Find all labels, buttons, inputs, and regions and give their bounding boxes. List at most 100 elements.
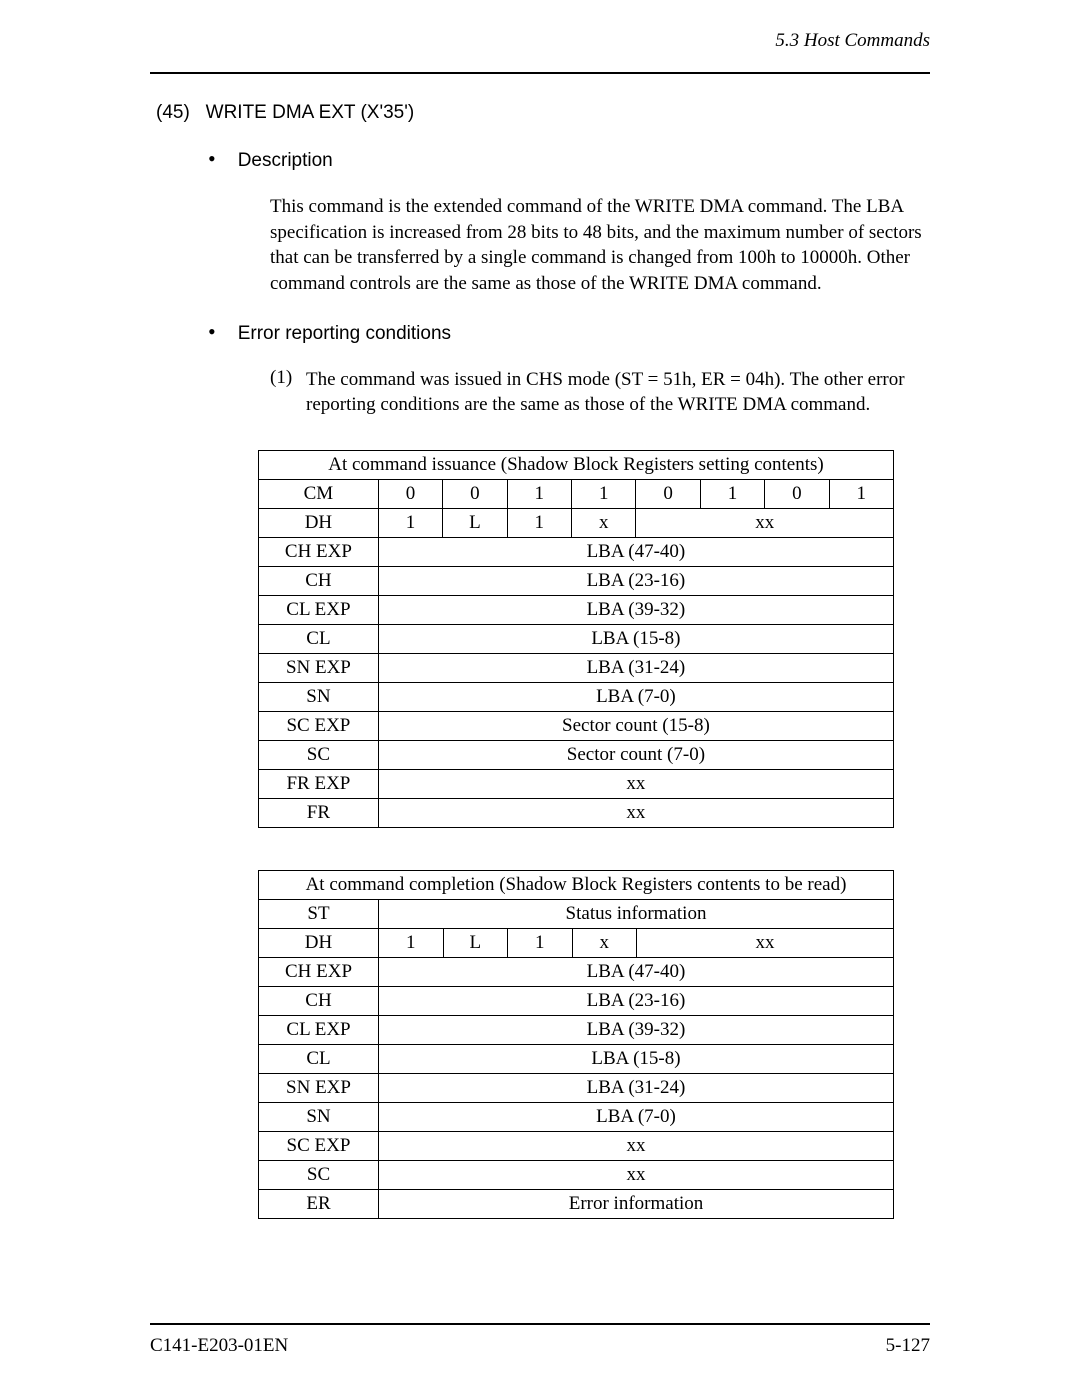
- reg-span: Sector count (7-0): [378, 740, 893, 769]
- reg-bit: 1: [572, 479, 636, 508]
- reg-span: Status information: [379, 899, 894, 928]
- footer-doc-id: C141-E203-01EN: [150, 1335, 288, 1357]
- reg-span: LBA (39-32): [379, 1015, 894, 1044]
- reg-span: LBA (23-16): [378, 566, 893, 595]
- table-row: ERError information: [259, 1189, 894, 1218]
- error-item-number: (1): [270, 367, 306, 418]
- reg-span: LBA (15-8): [378, 624, 893, 653]
- reg-label: SC EXP: [259, 711, 379, 740]
- reg-bit: 0: [378, 479, 442, 508]
- reg-bit: 1: [378, 508, 442, 537]
- reg-label: CL EXP: [259, 1015, 379, 1044]
- table-row: SC EXPSector count (15-8): [259, 711, 894, 740]
- header-section-ref: 5.3 Host Commands: [150, 30, 930, 52]
- reg-bit-span: xx: [637, 928, 894, 957]
- reg-span: LBA (23-16): [379, 986, 894, 1015]
- reg-label: SN: [259, 1102, 379, 1131]
- table-row: SNLBA (7-0): [259, 1102, 894, 1131]
- reg-bit: 1: [508, 928, 573, 957]
- reg-span: Error information: [379, 1189, 894, 1218]
- reg-span: LBA (7-0): [378, 682, 893, 711]
- error-bullet-row: • Error reporting conditions: [208, 321, 930, 345]
- table-row: CL EXPLBA (39-32): [259, 595, 894, 624]
- reg-span: LBA (31-24): [378, 653, 893, 682]
- reg-span: LBA (31-24): [379, 1073, 894, 1102]
- table-row: SCSector count (7-0): [259, 740, 894, 769]
- reg-label: SN EXP: [259, 1073, 379, 1102]
- reg-label: FR: [259, 798, 379, 827]
- reg-label: CH: [259, 566, 379, 595]
- table-caption-row: At command completion (Shadow Block Regi…: [259, 870, 894, 899]
- reg-label: SC: [259, 740, 379, 769]
- reg-bit: 1: [379, 928, 444, 957]
- error-item-text: The command was issued in CHS mode (ST =…: [306, 367, 930, 418]
- table-row: FR EXPxx: [259, 769, 894, 798]
- table2-caption: At command completion (Shadow Block Regi…: [259, 870, 894, 899]
- table-row: CHLBA (23-16): [259, 566, 894, 595]
- bullet-icon: •: [208, 148, 216, 170]
- table-row: FRxx: [259, 798, 894, 827]
- reg-label: FR EXP: [259, 769, 379, 798]
- issuance-table: At command issuance (Shadow Block Regist…: [258, 450, 894, 828]
- reg-bit: 1: [700, 479, 764, 508]
- table-row: CM 0 0 1 1 0 1 0 1: [259, 479, 894, 508]
- section-title: WRITE DMA EXT (X'35'): [206, 102, 415, 123]
- reg-span: LBA (7-0): [379, 1102, 894, 1131]
- reg-span: xx: [379, 1160, 894, 1189]
- error-label: Error reporting conditions: [238, 323, 451, 345]
- reg-label: CM: [259, 479, 379, 508]
- page: 5.3 Host Commands (45) WRITE DMA EXT (X'…: [0, 0, 1080, 1397]
- reg-label: ST: [259, 899, 379, 928]
- reg-span: LBA (39-32): [378, 595, 893, 624]
- completion-table: At command completion (Shadow Block Regi…: [258, 870, 894, 1219]
- table-row: SN EXPLBA (31-24): [259, 653, 894, 682]
- reg-bit: L: [443, 508, 507, 537]
- reg-label: CL EXP: [259, 595, 379, 624]
- table-row: SC EXPxx: [259, 1131, 894, 1160]
- table-caption-row: At command issuance (Shadow Block Regist…: [259, 450, 894, 479]
- table-row: CL EXPLBA (39-32): [259, 1015, 894, 1044]
- reg-span: xx: [378, 798, 893, 827]
- reg-bit: 1: [829, 479, 893, 508]
- table-row: DH 1 L 1 x xx: [259, 508, 894, 537]
- table-row: CHLBA (23-16): [259, 986, 894, 1015]
- footer-page-number: 5-127: [886, 1335, 930, 1357]
- table-row: CLLBA (15-8): [259, 624, 894, 653]
- reg-bit: 0: [765, 479, 829, 508]
- reg-span: LBA (47-40): [379, 957, 894, 986]
- table-row: STStatus information: [259, 899, 894, 928]
- reg-label: SN: [259, 682, 379, 711]
- table-row: CH EXPLBA (47-40): [259, 537, 894, 566]
- table-row: SNLBA (7-0): [259, 682, 894, 711]
- table-row: SCxx: [259, 1160, 894, 1189]
- reg-span: LBA (47-40): [378, 537, 893, 566]
- reg-label: SC EXP: [259, 1131, 379, 1160]
- reg-span: xx: [378, 769, 893, 798]
- table-row: SN EXPLBA (31-24): [259, 1073, 894, 1102]
- description-label: Description: [238, 150, 333, 172]
- table-row: CLLBA (15-8): [259, 1044, 894, 1073]
- table-row: DH 1 L 1 x xx: [259, 928, 894, 957]
- reg-label: SN EXP: [259, 653, 379, 682]
- reg-bit: L: [443, 928, 508, 957]
- description-text: This command is the extended command of …: [270, 194, 930, 297]
- reg-label: CH EXP: [259, 537, 379, 566]
- footer-rule: [150, 1323, 930, 1325]
- reg-label: DH: [259, 508, 379, 537]
- bullet-icon: •: [208, 321, 216, 343]
- reg-label: DH: [259, 928, 379, 957]
- section-number: (45): [156, 102, 190, 123]
- reg-label: SC: [259, 1160, 379, 1189]
- description-bullet-row: • Description: [208, 148, 930, 172]
- reg-label: ER: [259, 1189, 379, 1218]
- reg-span: xx: [379, 1131, 894, 1160]
- reg-label: CH: [259, 986, 379, 1015]
- table1-caption: At command issuance (Shadow Block Regist…: [259, 450, 894, 479]
- header-rule: [150, 72, 930, 74]
- reg-label: CL: [259, 1044, 379, 1073]
- footer: C141-E203-01EN 5-127: [150, 1323, 930, 1357]
- reg-label: CH EXP: [259, 957, 379, 986]
- reg-bit: x: [572, 508, 636, 537]
- table-row: CH EXPLBA (47-40): [259, 957, 894, 986]
- reg-label: CL: [259, 624, 379, 653]
